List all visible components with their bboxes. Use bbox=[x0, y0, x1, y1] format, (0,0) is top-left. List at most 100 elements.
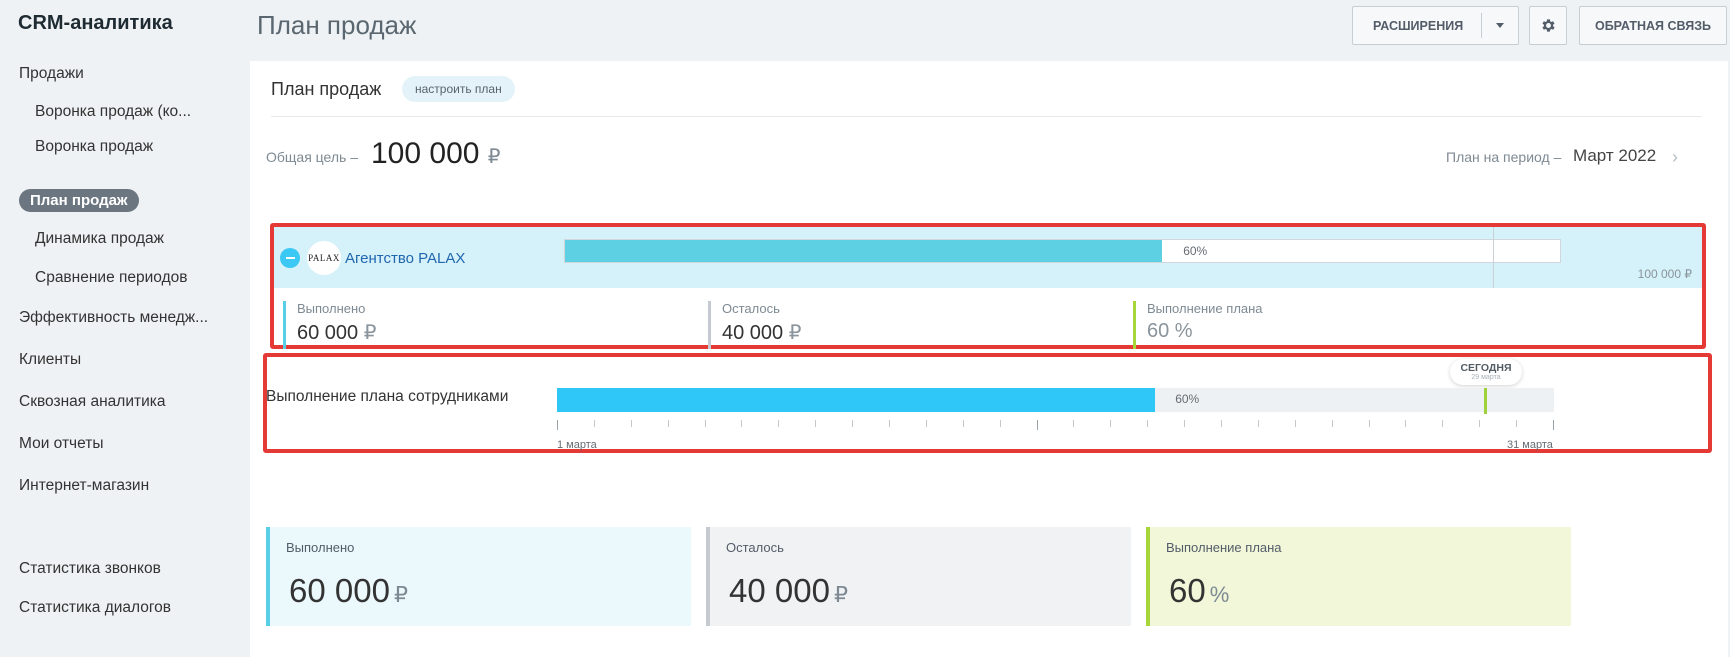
card-value: 40 000 ₽ bbox=[729, 572, 848, 610]
sidebar-item-end-to-end-analytics[interactable]: Сквозная аналитика bbox=[19, 393, 166, 410]
employees-progress-fill bbox=[557, 388, 1156, 412]
summary-card-done: Выполнено 60 000 ₽ bbox=[266, 527, 691, 626]
timeline-tick bbox=[1110, 420, 1112, 427]
timeline-tick bbox=[667, 420, 669, 427]
period-label-text: План на период bbox=[1446, 149, 1550, 165]
period-selector[interactable]: Март 2022 bbox=[1573, 146, 1657, 165]
sidebar-item-period-comparison[interactable]: Сравнение периодов bbox=[35, 269, 188, 286]
timeline-tick bbox=[925, 420, 927, 427]
card-label: Выполнено bbox=[286, 540, 355, 555]
sidebar-item-sales-plan[interactable]: План продаж bbox=[19, 189, 139, 212]
app-title: CRM-аналитика bbox=[18, 12, 173, 34]
stat-unit: ₽ bbox=[363, 322, 377, 344]
axis-start-label: 1 марта bbox=[557, 439, 597, 451]
extensions-separator bbox=[1481, 13, 1482, 38]
timeline-tick bbox=[630, 420, 632, 427]
goal-value: 100 000 ₽ bbox=[371, 137, 501, 171]
sidebar-item-dialog-statistics[interactable]: Статистика диалогов bbox=[19, 599, 172, 616]
stat-value: 60 000 ₽ bbox=[297, 320, 376, 345]
goal-amount: 100 000 bbox=[371, 137, 480, 170]
panel-title: План продаж bbox=[271, 79, 382, 99]
company-name-link[interactable]: Агентство PALAX bbox=[345, 250, 466, 267]
timeline-tick bbox=[1257, 420, 1259, 427]
settings-button[interactable] bbox=[1529, 6, 1567, 45]
timeline-tick bbox=[1368, 420, 1370, 427]
timeline-ticks bbox=[557, 420, 1554, 430]
card-label: Выполнение плана bbox=[1166, 540, 1282, 555]
company-stat-done: Выполнено 60 000 ₽ bbox=[283, 301, 376, 349]
company-stat-remaining: Осталось 40 000 ₽ bbox=[708, 301, 801, 349]
timeline-tick bbox=[1405, 420, 1407, 427]
stat-amount: 60 000 bbox=[297, 322, 359, 344]
sidebar-item-clients[interactable]: Клиенты bbox=[19, 351, 82, 368]
timeline-tick bbox=[704, 420, 706, 427]
company-logo: PALAX bbox=[307, 241, 341, 275]
stat-label: Выполнение плана bbox=[1147, 301, 1263, 316]
sidebar-item-sales[interactable]: Продажи bbox=[19, 65, 84, 82]
card-value: 60 000 ₽ bbox=[289, 572, 408, 610]
card-amount: 60 000 bbox=[289, 572, 390, 609]
extensions-button[interactable]: РАСШИРЕНИЯ bbox=[1352, 6, 1519, 45]
feedback-button[interactable]: ОБРАТНАЯ СВЯЗЬ bbox=[1579, 6, 1727, 45]
company-progress-bar: 60% bbox=[564, 239, 1561, 263]
today-line bbox=[1493, 227, 1494, 288]
sidebar-item-my-reports[interactable]: Мои отчеты bbox=[19, 435, 104, 452]
card-value: 60% bbox=[1169, 572, 1229, 610]
timeline-tick bbox=[815, 420, 817, 427]
sidebar-item-manager-efficiency[interactable]: Эффективность менедж... bbox=[19, 309, 209, 326]
timeline-tick bbox=[852, 420, 854, 427]
stat-amount: 40 000 bbox=[722, 322, 784, 344]
summary-card-remaining: Осталось 40 000 ₽ bbox=[706, 527, 1131, 626]
axis-end-label: 31 марта bbox=[1507, 439, 1553, 451]
timeline-tick bbox=[741, 420, 743, 427]
card-unit: % bbox=[1209, 582, 1230, 607]
stat-label: Выполнено bbox=[297, 301, 366, 316]
company-total: 100 000 ₽ bbox=[1637, 267, 1692, 281]
card-label: Осталось bbox=[726, 540, 784, 555]
goal-label: Общая цель – bbox=[266, 149, 358, 165]
employees-progress-bar: 60% bbox=[557, 388, 1554, 412]
company-progress-fill bbox=[565, 240, 1162, 262]
timeline-tick bbox=[1036, 420, 1038, 430]
sidebar-item-sales-funnel-combined[interactable]: Воронка продаж (ко... bbox=[35, 103, 192, 120]
timeline-tick bbox=[1442, 420, 1444, 427]
company-plan-block: PALAX Агентство PALAX 60% 100 000 ₽ Выпо… bbox=[270, 223, 1706, 349]
extensions-label: РАСШИРЕНИЯ bbox=[1373, 18, 1464, 33]
today-marker-label: СЕГОДНЯ 29 марта bbox=[1450, 359, 1522, 385]
period-dash: – bbox=[1553, 149, 1562, 165]
sidebar-item-call-statistics[interactable]: Статистика звонков bbox=[19, 560, 161, 577]
stat-value: 60 % bbox=[1147, 320, 1193, 342]
stat-value: 40 000 ₽ bbox=[722, 320, 801, 345]
gear-icon bbox=[1541, 19, 1555, 32]
extensions-dropdown-toggle[interactable] bbox=[1482, 23, 1518, 28]
chevron-right-icon[interactable]: › bbox=[1672, 147, 1678, 167]
timeline-tick bbox=[1073, 420, 1075, 427]
today-label: СЕГОДНЯ bbox=[1460, 362, 1512, 374]
goal-currency: ₽ bbox=[487, 146, 501, 168]
stat-label: Осталось bbox=[722, 301, 780, 316]
divider bbox=[271, 116, 1702, 117]
timeline-tick bbox=[1516, 420, 1518, 427]
company-row: PALAX Агентство PALAX 60% 100 000 ₽ bbox=[274, 227, 1702, 288]
timeline-tick bbox=[999, 420, 1001, 427]
sidebar: CRM-аналитика Продажи Воронка продаж (ко… bbox=[0, 0, 250, 657]
timeline-tick bbox=[962, 420, 964, 427]
sidebar-item-online-store[interactable]: Интернет-магазин bbox=[19, 477, 150, 494]
today-date: 29 марта bbox=[1471, 374, 1501, 381]
main-panel: План продаж настроить план Общая цель – … bbox=[250, 61, 1728, 657]
card-amount: 40 000 bbox=[729, 572, 830, 609]
timeline-tick bbox=[889, 420, 890, 427]
timeline-tick bbox=[1479, 420, 1481, 427]
timeline-tick bbox=[557, 420, 558, 430]
sidebar-item-sales-funnel[interactable]: Воронка продаж bbox=[35, 138, 154, 155]
configure-plan-button[interactable]: настроить план bbox=[402, 76, 515, 102]
summary-card-plan-completion: Выполнение плана 60% bbox=[1146, 527, 1571, 626]
sidebar-item-sales-dynamics[interactable]: Динамика продаж bbox=[35, 230, 165, 247]
timeline-tick bbox=[1147, 420, 1149, 427]
today-marker bbox=[1484, 388, 1487, 414]
goal-label-text: Общая цель bbox=[266, 149, 347, 165]
card-amount: 60 bbox=[1169, 572, 1206, 609]
collapse-button[interactable] bbox=[280, 248, 300, 268]
timeline-tick bbox=[778, 420, 780, 427]
company-stat-plan-completion: Выполнение плана 60 % bbox=[1133, 301, 1263, 349]
